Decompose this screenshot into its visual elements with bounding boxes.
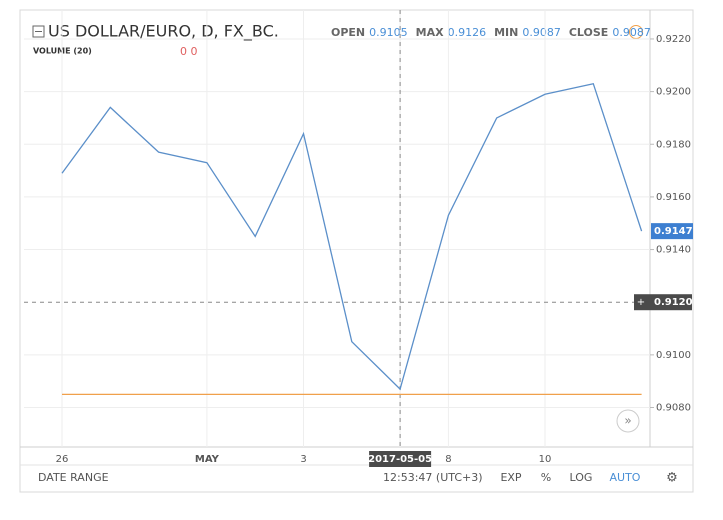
ohlc-label: MIN — [494, 26, 518, 39]
crosshair-y-label: 0.9120 — [654, 297, 693, 308]
time: 12:53:47 (UTC+3) — [383, 471, 483, 484]
collapse-button[interactable] — [32, 25, 45, 38]
x-tick-label: 8 — [445, 454, 451, 465]
y-tick-label: 0.9200 — [656, 87, 691, 98]
footer-button[interactable]: EXP — [500, 471, 521, 484]
y-tick-label: 0.9220 — [656, 34, 691, 45]
volume-values: 0 0 — [180, 45, 198, 58]
frame — [19, 9, 694, 493]
last-price-box — [651, 223, 693, 240]
y-tick-label: 0.9140 — [656, 245, 691, 256]
footer-button[interactable]: AUTO — [610, 471, 641, 484]
x-tick-label: 26 — [56, 454, 69, 465]
chart-title: US DOLLAR/EURO, D, FX_BC. — [48, 22, 279, 42]
y-tick-label: 0.9100 — [656, 350, 691, 361]
y-tick-label: 0.9080 — [656, 403, 691, 414]
footer-button[interactable]: LOG — [570, 471, 593, 484]
ohlc-value: 0.9087 — [522, 26, 561, 39]
footer-button[interactable]: % — [541, 471, 551, 484]
x-tick-label: MAY — [195, 454, 220, 465]
settings-icon[interactable]: ⚙ — [666, 471, 678, 486]
crosshair-plus: + — [637, 297, 645, 308]
x-tick-label: 3 — [300, 454, 306, 465]
scroll-button[interactable] — [616, 409, 640, 433]
ohlc-value: 0.9126 — [448, 26, 487, 39]
crosshair-y-box — [634, 294, 692, 311]
ohlc-value: 0.9087 — [612, 26, 651, 39]
x-tick-label: 10 — [539, 454, 552, 465]
ohlc-label: MAX — [416, 26, 444, 39]
y-tick-label: 0.9160 — [656, 192, 691, 203]
date-range[interactable]: DATE RANGE — [38, 471, 109, 484]
y-tick-label: 0.9180 — [656, 139, 691, 150]
price-line — [61, 82, 643, 391]
scroll-icon: » — [624, 414, 631, 428]
ohlc-label: CLOSE — [569, 26, 608, 39]
crosshair-x-label: 2017-05-05 — [368, 454, 432, 465]
ohlc-value: 0.9105 — [369, 26, 408, 39]
crosshair-x-box — [369, 451, 432, 467]
ohlc-label: OPEN — [331, 26, 365, 39]
last-price-label: 0.9147 — [654, 226, 693, 237]
